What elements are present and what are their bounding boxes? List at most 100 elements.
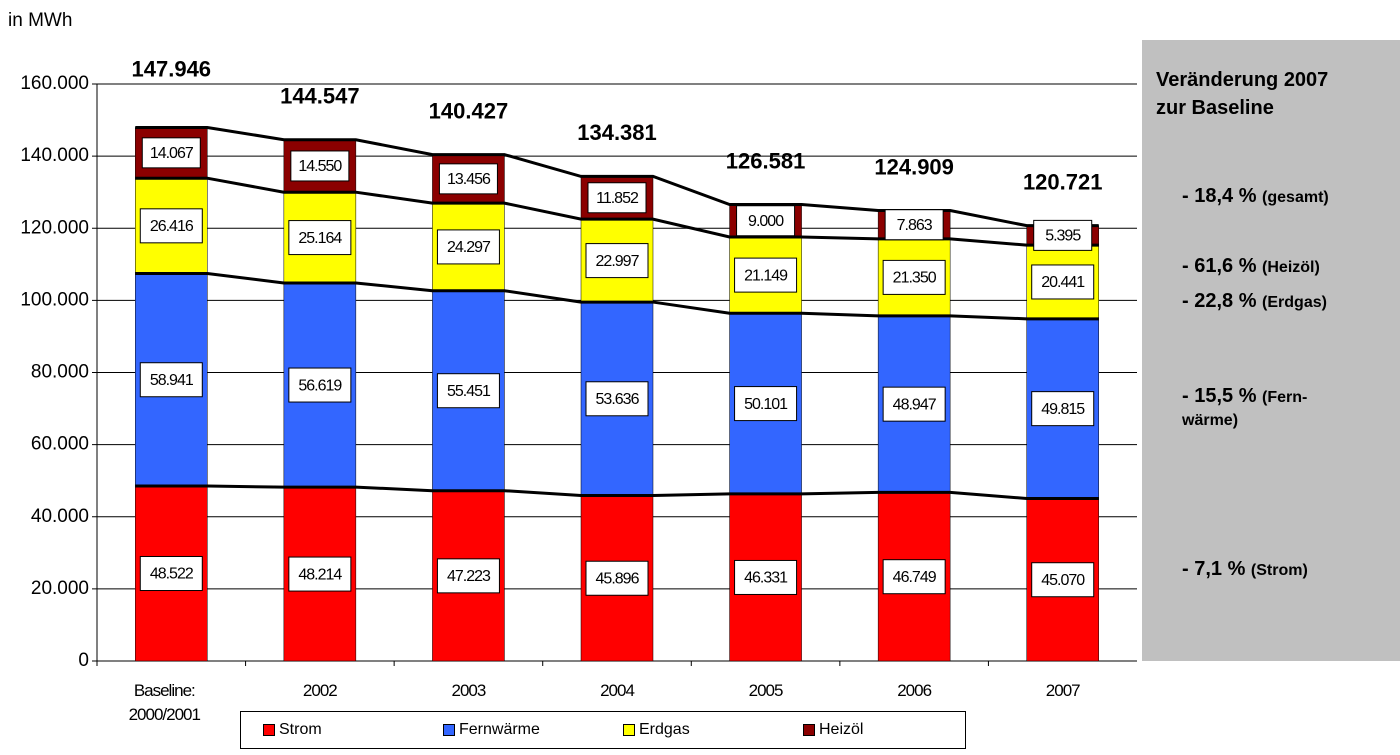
change-annotation: - 15,5 % (Fern- wärme): [1182, 385, 1307, 431]
value-label-box: [139, 362, 203, 398]
value-label: 48.214: [298, 566, 342, 583]
change-note: (gesamt): [1262, 189, 1329, 206]
x-tick-label: 2005: [748, 681, 784, 700]
value-label-box: [288, 367, 352, 403]
value-label: 49.815: [1041, 401, 1085, 418]
value-label: 53.636: [596, 391, 640, 408]
value-label-box: [288, 220, 352, 256]
trend-line: [135, 484, 1099, 500]
change-annotation: - 7,1 % (Strom): [1182, 558, 1308, 581]
total-label: 134.381: [577, 120, 657, 145]
value-label: 45.070: [1041, 572, 1085, 589]
value-label: 13.456: [447, 171, 491, 188]
legend: Strom Fernwärme Erdgas Heizöl: [240, 711, 966, 749]
value-label-box: [734, 386, 798, 422]
value-label-box: [882, 259, 946, 295]
total-label: 120.721: [1023, 169, 1103, 194]
change-note: (Fern- wärme): [1182, 389, 1308, 429]
value-label: 20.441: [1041, 274, 1085, 291]
value-label-box: [1031, 264, 1095, 300]
change-value: - 18,4 %: [1182, 185, 1257, 207]
total-label: 126.581: [726, 148, 806, 173]
value-label-box: [1031, 391, 1095, 427]
value-label: 9.000: [748, 213, 784, 230]
x-tick-label: 2007: [1045, 681, 1081, 700]
value-label-box: [882, 559, 946, 595]
legend-label: Fernwärme: [459, 721, 540, 738]
value-label-box: [1031, 562, 1095, 598]
y-tick-label: 40.000: [31, 506, 89, 527]
value-label: 14.550: [298, 158, 342, 175]
legend-swatch: [443, 724, 455, 736]
y-axis-label: in MWh: [8, 10, 73, 31]
change-note: (Heizöl): [1262, 259, 1320, 276]
value-label: 47.223: [447, 568, 491, 585]
y-tick-label: 100.000: [20, 289, 89, 310]
value-label-box: [585, 560, 649, 596]
x-tick-label: Baseline: 2000/2001: [128, 681, 201, 724]
y-tick-label: 0: [78, 650, 89, 671]
value-label: 22.997: [596, 253, 640, 270]
legend-swatch: [263, 724, 275, 736]
value-label: 5.395: [1045, 228, 1081, 245]
value-label: 25.164: [298, 230, 342, 247]
value-label: 7.863: [897, 217, 933, 234]
y-tick-label: 140.000: [20, 145, 89, 166]
legend-swatch: [623, 724, 635, 736]
change-annotation: - 18,4 % (gesamt): [1182, 185, 1329, 208]
y-tick-label: 120.000: [20, 217, 89, 238]
value-label-box: [436, 229, 500, 265]
legend-swatch: [803, 724, 815, 736]
legend-label: Heizöl: [819, 721, 864, 738]
value-label-box: [139, 208, 203, 244]
value-label: 21.149: [744, 267, 788, 284]
value-label: 11.852: [596, 190, 639, 207]
value-label-box: [436, 373, 500, 409]
y-tick-label: 80.000: [31, 362, 89, 383]
value-label-box: [585, 243, 649, 279]
legend-item: Strom: [241, 721, 421, 739]
value-label: 46.749: [893, 569, 937, 586]
value-label: 14.067: [150, 145, 194, 162]
value-label: 48.522: [150, 566, 194, 583]
value-label: 26.416: [150, 218, 194, 235]
change-value: - 15,5 %: [1182, 385, 1257, 407]
value-label-box: [1033, 219, 1093, 251]
x-tick-label: 2003: [451, 681, 487, 700]
y-tick-label: 160.000: [20, 73, 89, 94]
value-label-box: [734, 257, 798, 293]
y-tick-label: 60.000: [31, 434, 89, 455]
value-label: 48.947: [893, 396, 937, 413]
value-label: 24.297: [447, 239, 491, 256]
value-label: 45.896: [596, 570, 640, 587]
value-label-box: [139, 556, 203, 592]
change-annotation: - 22,8 % (Erdgas): [1182, 290, 1327, 313]
value-label-box: [288, 556, 352, 592]
value-label-box: [587, 182, 647, 214]
change-panel: Veränderung 2007 zur Baseline - 18,4 % (…: [1142, 40, 1400, 661]
total-label: 124.909: [874, 154, 954, 179]
value-label: 21.350: [893, 270, 937, 287]
value-label-box: [438, 163, 498, 195]
panel-title: Veränderung 2007 zur Baseline: [1156, 69, 1329, 119]
change-annotation: - 61,6 % (Heizöl): [1182, 255, 1320, 278]
legend-item: Heizöl: [781, 721, 961, 739]
value-label-box: [436, 558, 500, 594]
value-label-box: [884, 209, 944, 241]
value-label: 46.331: [744, 570, 788, 587]
value-label-box: [734, 559, 798, 595]
x-tick-label: 2004: [600, 681, 635, 700]
value-label-box: [141, 137, 201, 169]
legend-item: Fernwärme: [421, 721, 601, 739]
change-note: (Erdgas): [1262, 294, 1327, 311]
value-label-box: [736, 205, 796, 237]
value-label: 58.941: [150, 372, 194, 389]
value-label-box: [290, 150, 350, 182]
change-value: - 61,6 %: [1182, 255, 1257, 277]
total-label: 147.946: [132, 56, 212, 81]
value-label-box: [585, 381, 649, 417]
trend-line: [135, 271, 1099, 321]
y-tick-label: 20.000: [31, 578, 89, 599]
